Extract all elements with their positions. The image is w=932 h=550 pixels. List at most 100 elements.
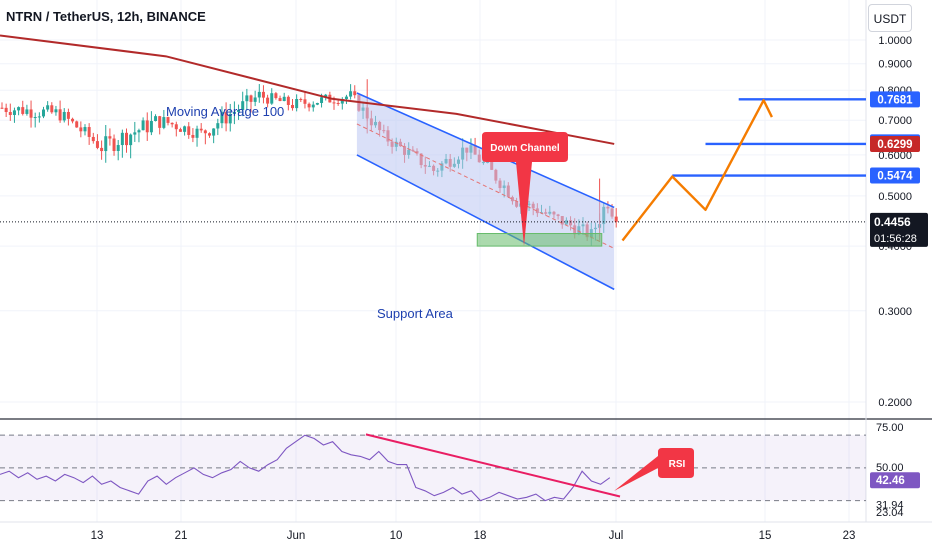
candle-body [216,123,220,129]
candle-body [145,120,149,133]
candle-body [320,97,324,103]
candle-body [166,117,170,123]
candle-body [286,96,290,105]
candle-body [46,105,50,110]
candle-body [212,128,216,136]
candle-body [62,111,66,121]
time-tick-label: Jun [287,530,306,542]
rsi-callout-text: RSI [669,459,686,470]
candle-body [42,109,45,117]
time-tick-label: 15 [759,530,772,542]
candle-body [29,109,33,118]
candle-body [257,91,261,98]
candle-body [25,109,29,114]
candle-body [340,99,344,104]
candle-body [303,99,307,104]
candle-body [162,117,166,128]
price-label-text: 0.5474 [877,171,913,183]
price-tick-label: 0.5000 [878,191,912,203]
candle-body [137,130,141,133]
candle-body [95,141,99,148]
rsi-tick-label: 75.00 [876,422,904,434]
price-tick-label: 0.2000 [878,397,912,409]
currency-button[interactable]: USDT [868,4,912,32]
projection-path [621,99,773,242]
time-tick-label: 13 [91,530,104,542]
candle-body [614,216,618,222]
price-tick-label: 0.7000 [878,115,912,127]
candle-body [195,128,199,138]
price-label-box [870,135,920,152]
time-tick-label: Jul [609,530,624,542]
time-tick-label: 10 [390,530,403,542]
candle-body [299,99,303,101]
candle-body [203,130,207,134]
candle-body [108,136,112,139]
down-channel-callout-text: Down Channel [490,143,560,154]
rsi-line [0,434,611,502]
price-tick-label: 0.6000 [878,150,912,162]
candle-body [208,133,211,136]
candle-body [54,109,58,113]
candle-body [8,112,12,115]
candle-body [33,117,37,119]
candle-body [241,101,245,111]
candle-body [158,116,162,128]
time-tick-label: 23 [843,530,856,542]
candle-body [224,112,228,124]
candle-body [100,147,104,152]
candle-body [125,132,128,146]
candle-body [249,95,253,102]
candle-body [174,124,178,130]
candle-body [295,99,299,109]
candle-body [278,98,282,102]
candle-body [21,107,25,114]
rsi-tick-label: 50.00 [876,462,904,474]
rsi-value-text: 42.46 [876,475,905,487]
candle-body [237,110,241,112]
support-area-label: Support Area [377,306,454,321]
candle-body [183,126,187,132]
candle-body [324,94,328,98]
chart-title: NTRN / TetherUS, 12h, BINANCE [6,9,206,24]
rsi-callout [614,448,694,491]
candle-body [228,113,232,124]
candle-body [154,116,158,122]
time-tick-label: 21 [175,530,188,542]
candle-body [307,103,311,108]
candle-body [336,102,340,104]
candle-body [104,136,108,152]
candle-body [149,121,153,133]
candle-body [17,107,21,111]
candle-body [332,102,336,104]
moving-average-label: Moving Average 100 [166,104,284,119]
candle-body [116,145,120,151]
price-tick-label: 1.0000 [878,35,912,47]
candle-body [349,91,353,97]
candle-body [50,105,54,113]
candle-body [270,93,274,104]
candle-body [282,96,286,102]
price-label-box [870,91,920,108]
candle-body [261,91,265,98]
candle-body [344,96,348,100]
candle-body [37,116,41,118]
candle-body [191,134,195,138]
candle-body [129,134,133,146]
candle-body [66,111,70,119]
candle-body [4,107,8,113]
down-channel-callout [482,132,568,246]
time-tick-label: 18 [474,530,487,542]
price-label-box [870,167,920,184]
rsi-tick-label: 23.04 [876,507,904,519]
candle-body [58,109,62,121]
candle-body [253,97,257,102]
candle-body [120,132,124,146]
down-channel-midline [356,123,615,249]
candle-body [315,102,319,105]
rsi-trendline [365,433,621,498]
moving-average-line [0,34,615,145]
current-price-text: 0.4456 [874,215,911,229]
candle-body [187,126,191,135]
candle-body [112,138,116,151]
